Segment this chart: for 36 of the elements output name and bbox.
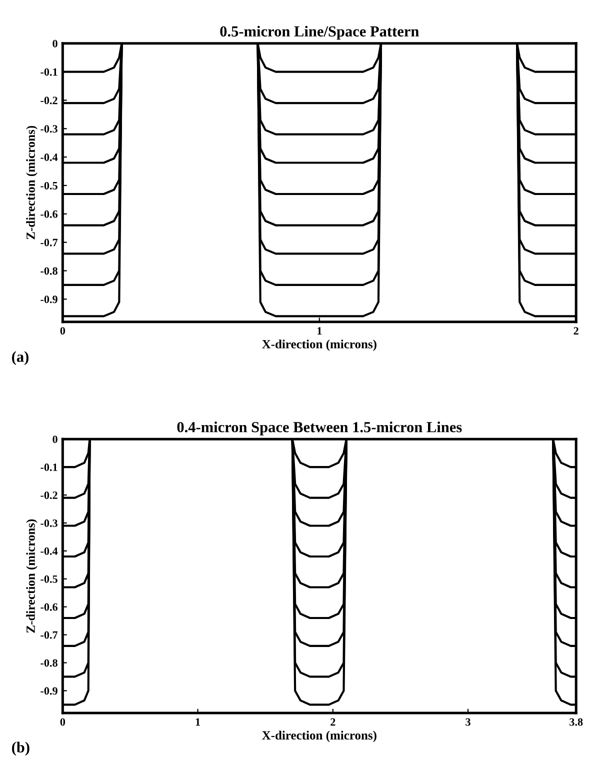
- x-tick-label: 0: [60, 327, 66, 335]
- y-tick-label: -0.2: [40, 96, 58, 104]
- x-axis-title: X-direction (microns): [262, 340, 376, 351]
- y-tick-label: 0: [52, 436, 58, 444]
- x-tick-label: 3.8: [570, 718, 583, 726]
- y-tick-label: -0.1: [40, 68, 58, 76]
- y-axis-title: Z-direction (microns): [26, 126, 38, 240]
- y-tick-label: -0.4: [40, 547, 58, 555]
- x-tick-label: 0: [60, 718, 66, 726]
- y-tick-label: -0.7: [40, 238, 58, 246]
- text: (a): [12, 351, 28, 366]
- y-tick-label: -0.1: [40, 464, 58, 472]
- y-axis-title: Z-direction (microns): [26, 519, 38, 633]
- y-tick-label: -0.6: [40, 603, 58, 611]
- y-tick-label: -0.5: [40, 575, 58, 583]
- y-tick-label: -0.3: [40, 125, 58, 133]
- chart-title: 0.5-micron Line/Space Pattern: [220, 26, 419, 40]
- x-axis-title: X-direction (microns): [262, 730, 376, 742]
- y-tick-label: -0.8: [40, 267, 58, 275]
- x-tick-label: 3: [466, 718, 470, 726]
- text: (b): [12, 742, 30, 756]
- y-tick-label: -0.5: [40, 182, 58, 190]
- y-tick-label: -0.3: [40, 519, 58, 527]
- chart-title: 0.4-micron Space Between 1.5-micron Lines: [177, 422, 462, 436]
- y-tick-label: -0.4: [40, 154, 58, 162]
- y-tick-label: -0.6: [40, 210, 58, 218]
- y-tick-label: -0.2: [40, 491, 58, 500]
- y-tick-label: 0: [52, 40, 58, 48]
- y-tick-label: -0.9: [40, 296, 58, 304]
- x-tick-label: 2: [330, 718, 336, 726]
- x-tick-label: 2: [574, 327, 578, 334]
- x-tick-label: 1: [196, 718, 200, 726]
- y-tick-label: -0.9: [40, 687, 58, 695]
- y-tick-label: -0.8: [40, 659, 58, 667]
- x-tick-label: 1: [318, 327, 322, 334]
- y-tick-label: -0.7: [40, 631, 58, 639]
